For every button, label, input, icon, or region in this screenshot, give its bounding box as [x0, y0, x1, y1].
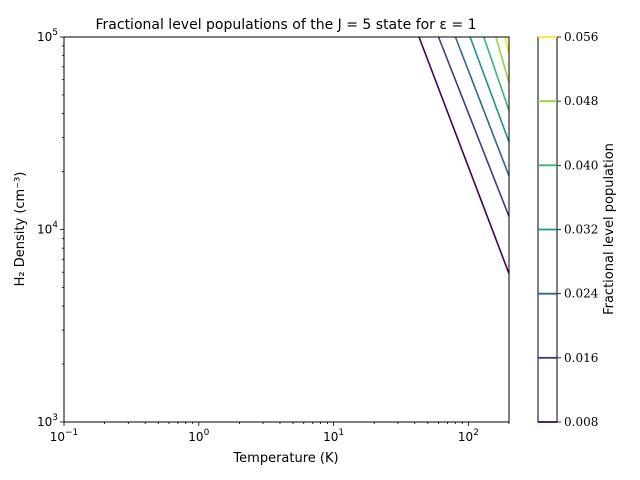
chart-title: Fractional level populations of the J = … [96, 17, 477, 33]
colorbar: 0.008 0.016 0.024 0.032 0.040 0.048 0.056 [537, 30, 599, 429]
colorbar-tick-label: 0.056 [564, 30, 598, 44]
colorbar-tick-label: 0.008 [564, 415, 598, 429]
contour-line-0.032 [469, 36, 510, 143]
x-tick-label: 10−1 [50, 428, 79, 444]
x-axis-label: Temperature (K) [232, 451, 338, 466]
contour-line-0.048 [495, 36, 510, 83]
x-tick-label: 100 [188, 428, 209, 444]
colorbar-tick-label: 0.016 [564, 351, 598, 365]
plot-frame [63, 36, 510, 423]
contour-line-0.056 [504, 36, 510, 54]
colorbar-tick-label: 0.048 [564, 94, 598, 108]
x-tick-label: 102 [458, 428, 479, 444]
colorbar-tick-label: 0.040 [564, 158, 598, 172]
contour-line-0.008 [418, 36, 510, 274]
colorbar-tick-label: 0.024 [564, 287, 599, 301]
colorbar-tick-label: 0.032 [564, 223, 598, 237]
y-tick-label: 103 [37, 413, 58, 429]
colorbar-label: Fractional level population [602, 143, 617, 315]
contour-line-0.024 [454, 36, 510, 177]
contour-line-0.016 [437, 36, 510, 217]
y-tick-label: 105 [37, 28, 58, 44]
y-tick-label: 104 [37, 221, 58, 237]
x-tick-label: 101 [323, 428, 344, 444]
y-axis: 103 104 105 [37, 28, 64, 429]
contour-line-0.04 [483, 36, 510, 111]
y-axis-label: H₂ Density (cm⁻³) [13, 172, 28, 287]
contour-lines [418, 36, 510, 274]
x-axis: 10−1 100 101 102 [50, 422, 510, 444]
